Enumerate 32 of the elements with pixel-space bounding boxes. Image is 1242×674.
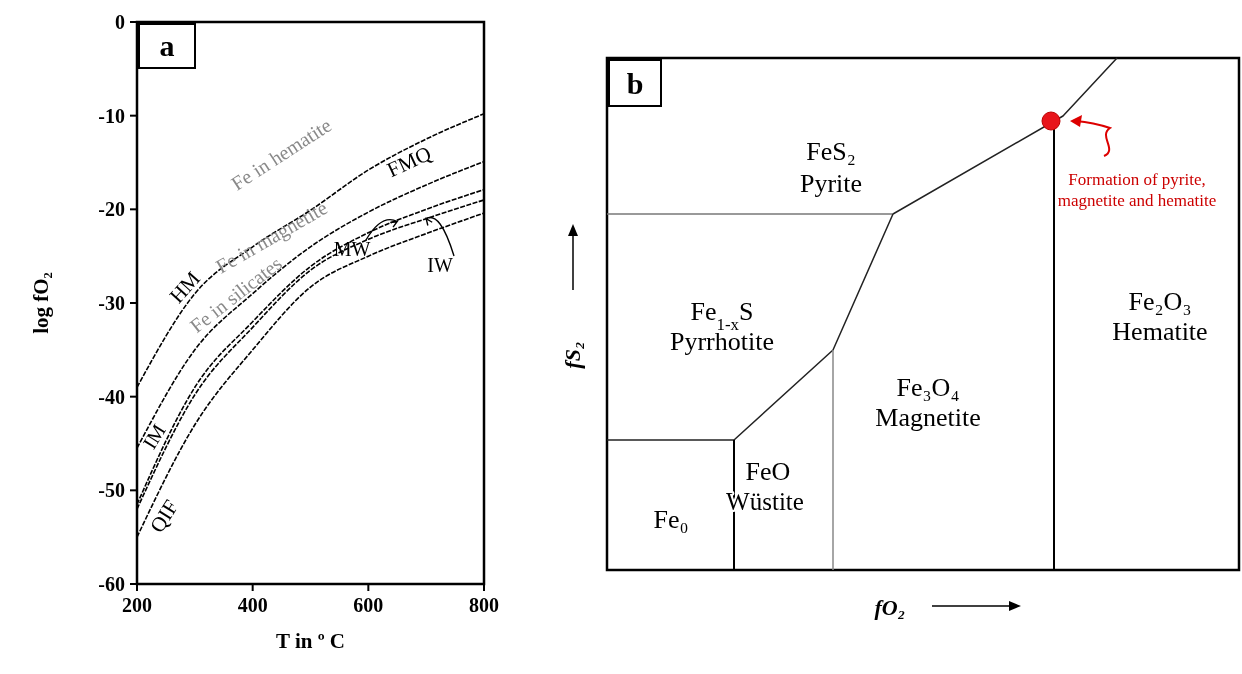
x-axis-title: T in º C xyxy=(276,629,345,653)
y-axis-title: log fO₂ xyxy=(29,272,53,334)
text: HM xyxy=(164,266,206,308)
text: Fe₀ xyxy=(653,505,689,534)
text: FeO xyxy=(745,457,791,486)
text: fS₂ xyxy=(560,341,585,369)
y-tick-label: -50 xyxy=(98,479,125,502)
y-tick-label: 0 xyxy=(115,11,125,33)
x-tick-label: 800 xyxy=(469,594,499,616)
y-tick-label: -60 xyxy=(98,573,125,595)
text: FMQ xyxy=(383,141,435,183)
y-tick-label: -40 xyxy=(98,385,125,408)
annotation: IW xyxy=(427,254,453,276)
y-tick-label: -20 xyxy=(98,198,125,221)
x-tick-label: 600 xyxy=(353,594,384,616)
text: Formation of pyrite, xyxy=(1068,170,1206,189)
text: fO₂ xyxy=(874,595,906,620)
x-tick-label: 200 xyxy=(122,594,152,616)
y-tick-label: -30 xyxy=(98,292,125,314)
text: QIF xyxy=(144,495,184,537)
x-tick-label: 400 xyxy=(237,594,268,616)
annotation: IM xyxy=(138,419,170,453)
text: b xyxy=(626,67,644,100)
text: Hematite xyxy=(1112,317,1208,346)
text: Pyrite xyxy=(799,169,863,198)
text: Fe₃O₄ xyxy=(896,373,960,402)
text: magnetite and hematite xyxy=(1057,191,1217,210)
text: FeS₂ xyxy=(806,137,856,166)
text: Fe₂O₃ xyxy=(1128,287,1192,316)
chart-title: a xyxy=(159,29,175,62)
text: Magnetite xyxy=(875,403,981,432)
y-tick-label: -10 xyxy=(98,104,125,127)
